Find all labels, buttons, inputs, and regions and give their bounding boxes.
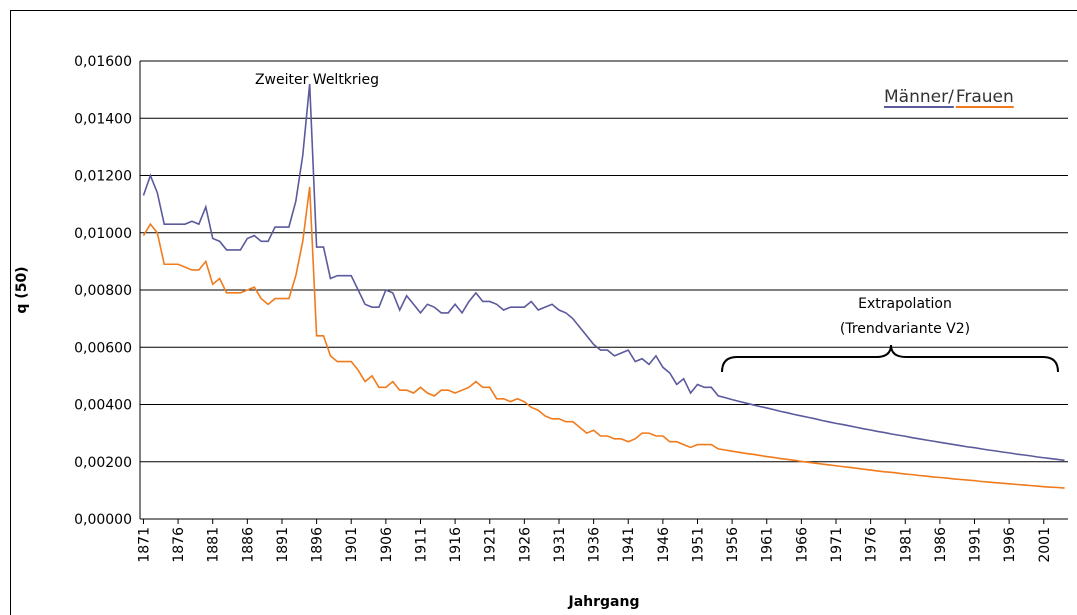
x-tick-label: 1971 [829, 527, 845, 563]
x-tick-label: 1961 [760, 527, 776, 563]
annotation: Extrapolation [858, 296, 952, 312]
series-line [142, 186, 1065, 489]
x-tick-label: 1981 [898, 527, 914, 563]
x-tick-label: 1886 [240, 527, 256, 563]
y-tick-label: 0,01600 [74, 54, 132, 70]
chart-frame [10, 10, 1077, 615]
series-line [142, 83, 1065, 462]
x-tick-label: 1926 [517, 527, 533, 563]
x-tick-label: 1891 [275, 527, 291, 563]
y-tick-label: 0,00000 [74, 512, 132, 528]
x-tick-label: 1941 [621, 527, 637, 563]
x-tick-label: 1966 [794, 527, 810, 563]
x-tick-label: 1876 [171, 527, 187, 563]
y-tick-label: 0,00200 [74, 455, 132, 471]
x-tick-label: 1931 [552, 527, 568, 563]
y-tick-label: 0,01200 [74, 169, 132, 185]
x-tick-label: 1991 [968, 527, 984, 563]
y-tick-label: 0,00400 [74, 398, 132, 414]
y-tick-label: 0,00800 [74, 283, 132, 299]
x-tick-label: 1946 [656, 527, 672, 563]
annotation: Zweiter Weltkrieg [255, 72, 379, 88]
x-tick-label: 1916 [448, 527, 464, 563]
x-tick-label: 1996 [1002, 527, 1018, 563]
x-tick-label: 1896 [310, 527, 326, 563]
y-tick-label: 0,01000 [74, 226, 132, 242]
x-tick-label: 1956 [725, 527, 741, 563]
x-tick-label: 1936 [587, 527, 603, 563]
y-tick-label: 0,01400 [74, 111, 132, 127]
legend-label: Männer/ [884, 87, 954, 107]
annotation: (Trendvariante V2) [840, 321, 970, 337]
x-axis-label: Jahrgang [568, 594, 640, 610]
y-axis-label: q (50) [14, 266, 30, 313]
x-tick-label: 1906 [379, 527, 395, 563]
legend-label: Frauen [956, 87, 1014, 107]
x-tick-label: 1976 [864, 527, 880, 563]
x-tick-label: 1911 [413, 527, 429, 563]
brace [721, 344, 1059, 373]
x-tick-label: 1986 [933, 527, 949, 563]
y-tick-label: 0,00600 [74, 340, 132, 356]
x-tick-label: 1921 [483, 527, 499, 563]
x-tick-label: 1901 [344, 527, 360, 563]
x-tick-label: 1881 [206, 527, 222, 563]
x-tick-label: 1871 [136, 527, 152, 563]
x-tick-label: 1951 [690, 527, 706, 563]
x-tick-label: 2001 [1037, 527, 1053, 563]
